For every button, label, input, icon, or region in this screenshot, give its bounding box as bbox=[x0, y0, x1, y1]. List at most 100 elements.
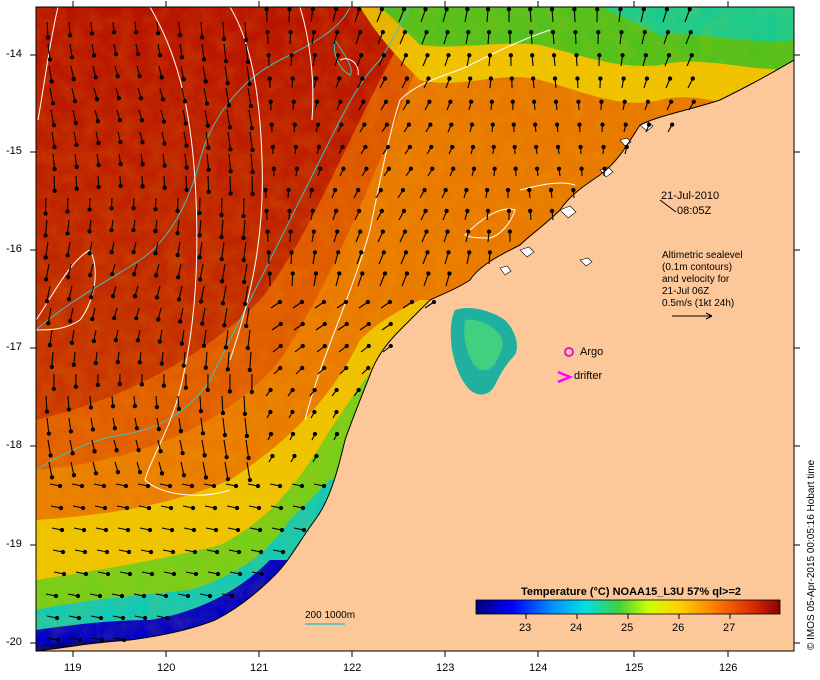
velocity-arrow-head bbox=[46, 321, 51, 326]
velocity-arrow-head bbox=[528, 7, 533, 12]
velocity-arrow bbox=[224, 461, 229, 480]
velocity-arrow-head bbox=[221, 36, 227, 42]
velocity-arrow-head bbox=[145, 483, 151, 489]
velocity-arrow-head bbox=[267, 76, 272, 81]
velocity-arrow-head bbox=[91, 338, 97, 344]
velocity-arrow-head bbox=[43, 277, 49, 282]
lon-ticks bbox=[72, 1, 729, 657]
lon-label: 126 bbox=[719, 662, 738, 674]
velocity-arrow bbox=[335, 273, 340, 287]
velocity-arrow-head bbox=[595, 7, 600, 12]
velocity-arrow bbox=[243, 241, 247, 261]
velocity-arrow bbox=[181, 87, 186, 102]
velocity-arrow bbox=[226, 109, 231, 128]
velocity-arrow-head bbox=[404, 271, 410, 276]
velocity-arrow-head bbox=[43, 255, 48, 260]
colorbar-title: Temperature (°C) NOAA15_L3U 57% ql>=2 bbox=[521, 586, 741, 598]
velocity-arrow-head bbox=[228, 147, 233, 152]
velocity-arrow bbox=[179, 43, 183, 58]
velocity-arrow-head bbox=[385, 144, 391, 150]
velocity-arrow-head bbox=[117, 381, 123, 387]
velocity-arrow bbox=[199, 395, 202, 412]
velocity-arrow-head bbox=[112, 426, 118, 431]
velocity-arrow bbox=[66, 219, 70, 234]
velocity-arrow-head bbox=[66, 407, 72, 412]
velocity-arrow bbox=[640, 9, 645, 23]
velocity-arrow-head bbox=[344, 365, 349, 371]
velocity-arrow-head bbox=[355, 187, 361, 193]
velocity-arrow bbox=[249, 351, 252, 371]
velocity-arrow-head bbox=[250, 169, 255, 175]
velocity-arrow-head bbox=[158, 449, 163, 454]
velocity-arrow-head bbox=[57, 483, 63, 489]
velocity-arrow bbox=[227, 131, 231, 150]
velocity-arrow-head bbox=[156, 427, 162, 432]
velocity-arrow-head bbox=[109, 271, 115, 277]
velocity-arrow-head bbox=[484, 187, 490, 193]
velocity-arrow-head bbox=[214, 549, 220, 555]
velocity-arrow-head bbox=[287, 208, 292, 214]
velocity-arrow-head bbox=[470, 144, 476, 150]
velocity-arrow-head bbox=[263, 187, 268, 193]
argo-label: Argo bbox=[580, 346, 604, 358]
velocity-arrow bbox=[46, 417, 50, 434]
velocity-arrow-head bbox=[600, 122, 605, 127]
coastline bbox=[36, 59, 794, 651]
velocity-arrow-head bbox=[169, 527, 175, 533]
velocity-arrow-head bbox=[206, 189, 211, 195]
velocity-arrow-head bbox=[153, 206, 158, 212]
velocity-arrow-head bbox=[47, 57, 53, 62]
velocity-arrow-head bbox=[76, 615, 82, 621]
velocity-arrow-head bbox=[578, 144, 583, 150]
velocity-arrow-head bbox=[154, 404, 160, 410]
velocity-arrow-head bbox=[310, 7, 315, 12]
velocity-arrow-head bbox=[379, 208, 385, 214]
velocity-arrow-head bbox=[505, 187, 511, 193]
velocity-arrow-head bbox=[146, 505, 152, 511]
velocity-arrow-head bbox=[205, 387, 211, 393]
velocity-arrow-head bbox=[507, 29, 513, 35]
velocity-arrow-head bbox=[175, 275, 181, 280]
velocity-arrow-head bbox=[113, 337, 119, 343]
velocity-arrow-head bbox=[533, 144, 539, 150]
lon-label: 122 bbox=[343, 662, 362, 674]
velocity-arrow-head bbox=[642, 29, 647, 35]
velocity-arrow-head bbox=[427, 99, 432, 104]
velocity-arrow-head bbox=[242, 411, 248, 417]
velocity-arrow-head bbox=[336, 250, 341, 255]
velocity-arrow-head bbox=[132, 403, 138, 409]
velocity-arrow bbox=[200, 417, 204, 434]
velocity-arrow-head bbox=[258, 549, 264, 555]
velocity-arrow-head bbox=[445, 229, 450, 234]
velocity-arrow-head bbox=[386, 166, 392, 171]
velocity-arrow-head bbox=[400, 187, 406, 193]
velocity-arrow-head bbox=[428, 122, 433, 127]
velocity-arrow-head bbox=[50, 101, 56, 106]
velocity-arrow-head bbox=[162, 141, 167, 146]
velocity-arrow-head bbox=[83, 571, 89, 577]
velocity-arrow-head bbox=[314, 99, 320, 104]
velocity-arrow-head bbox=[171, 571, 177, 577]
velocity-arrow-head bbox=[91, 53, 97, 58]
velocity-arrow-head bbox=[487, 250, 493, 255]
velocity-arrow-head bbox=[134, 425, 140, 431]
velocity-arrow-head bbox=[74, 142, 79, 148]
velocity-arrow-head bbox=[198, 299, 204, 304]
velocity-arrow-head bbox=[318, 166, 323, 171]
velocity-arrow-head bbox=[235, 527, 241, 533]
velocity-arrow-head bbox=[447, 76, 452, 81]
velocity-arrow-head bbox=[313, 76, 319, 81]
velocity-arrow-head bbox=[265, 29, 270, 35]
velocity-arrow-head bbox=[127, 571, 133, 577]
velocity-arrow-head bbox=[644, 76, 650, 81]
velocity-arrow bbox=[73, 131, 77, 145]
velocity-arrow-head bbox=[117, 117, 123, 123]
lat-label: -19 bbox=[6, 538, 22, 550]
velocity-arrow-head bbox=[191, 527, 197, 533]
velocity-arrow-head bbox=[424, 229, 429, 234]
velocity-arrow bbox=[202, 461, 207, 478]
colorbar-tick-label: 26 bbox=[672, 622, 685, 634]
velocity-arrow-head bbox=[65, 275, 71, 280]
velocity-arrow-head bbox=[575, 76, 580, 81]
velocity-arrow-head bbox=[322, 321, 327, 327]
